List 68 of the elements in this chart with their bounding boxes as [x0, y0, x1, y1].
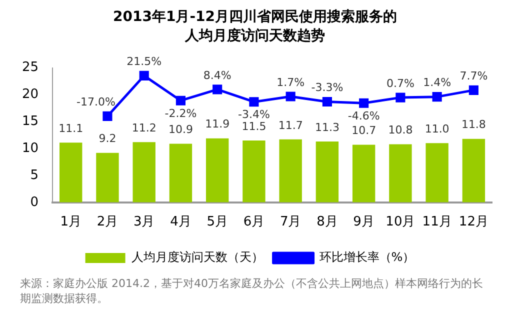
bar: [316, 142, 339, 202]
data-label: -3.3%: [311, 81, 344, 94]
data-label: 11.3: [314, 120, 340, 134]
point: [286, 92, 296, 102]
y-tick-label: 10: [22, 140, 39, 156]
data-label: 11.9: [205, 118, 230, 131]
bar: [169, 144, 192, 202]
data-label: 7.7%: [460, 70, 488, 83]
x-tick-label: 11月: [422, 214, 452, 230]
data-label: -4.6%: [348, 109, 380, 122]
point: [359, 98, 369, 108]
point: [139, 70, 149, 80]
y-tick-label: 25: [22, 60, 39, 76]
bar: [96, 152, 119, 202]
bar: [60, 142, 82, 202]
point: [432, 92, 442, 102]
point: [322, 96, 332, 107]
y-tick-label: 5: [30, 168, 39, 183]
legend-label: 人均月度访问天数（天）: [131, 250, 264, 264]
x-tick-label: 5月: [206, 214, 228, 230]
bar: [242, 140, 266, 202]
data-label: 1.4%: [423, 76, 452, 90]
bar: [352, 144, 376, 202]
x-tick-label: 7月: [280, 214, 302, 230]
data-label: 0.7%: [386, 76, 414, 90]
bar: [132, 142, 156, 202]
y-tick-label: 20: [22, 87, 39, 102]
x-tick-label: 6月: [243, 214, 265, 230]
data-label: -2.2%: [164, 106, 197, 120]
data-label: 11.8: [461, 118, 486, 132]
data-label: 11.7: [278, 118, 303, 132]
data-label: 11.1: [58, 122, 84, 135]
x-tick-label: 10月: [386, 214, 416, 230]
x-tick-label: 12月: [458, 214, 488, 230]
data-label: -17.0%: [76, 96, 116, 109]
data-label: 10.9: [168, 123, 193, 136]
legend-label: 环比增长率（%）: [319, 250, 415, 264]
point: [249, 97, 259, 107]
y-tick-label: 0: [30, 194, 39, 210]
source-note: 来源：家庭办公版 2014.2，基于对40万名家庭及办公（不含公共上网地点）样本网络行为的长期监测数据获得。: [19, 276, 484, 306]
point: [102, 111, 112, 121]
x-tick-label: 3月: [133, 214, 155, 230]
data-label: 8.4%: [203, 68, 232, 82]
point: [396, 92, 406, 102]
data-label: 10.8: [388, 124, 413, 137]
bar: [462, 138, 486, 202]
bar: [206, 138, 229, 202]
data-label: 11.0: [424, 122, 450, 136]
y-tick-label: 15: [22, 114, 39, 130]
data-label: -3.4%: [238, 108, 270, 122]
bar: [279, 139, 302, 202]
point: [468, 85, 478, 95]
x-tick-label: 9月: [353, 214, 374, 230]
data-label: 10.7: [352, 124, 376, 138]
data-label: 11.5: [242, 120, 266, 133]
x-tick-label: 8月: [316, 214, 338, 230]
data-label: 9.2: [98, 132, 116, 146]
x-tick-label: 1月: [60, 214, 82, 230]
data-label: 21.5%: [126, 55, 162, 68]
point: [176, 96, 186, 106]
bar: [426, 143, 448, 202]
x-tick-label: 2月: [96, 214, 118, 230]
point: [212, 84, 222, 94]
bar: [389, 144, 412, 202]
x-tick-label: 4月: [170, 214, 192, 230]
data-label: 1.7%: [276, 76, 305, 89]
chart-title: 2013年1月-12月四川省网民使用搜索服务的人均月度访问天数趋势: [112, 8, 398, 46]
data-label: 11.2: [132, 121, 156, 134]
